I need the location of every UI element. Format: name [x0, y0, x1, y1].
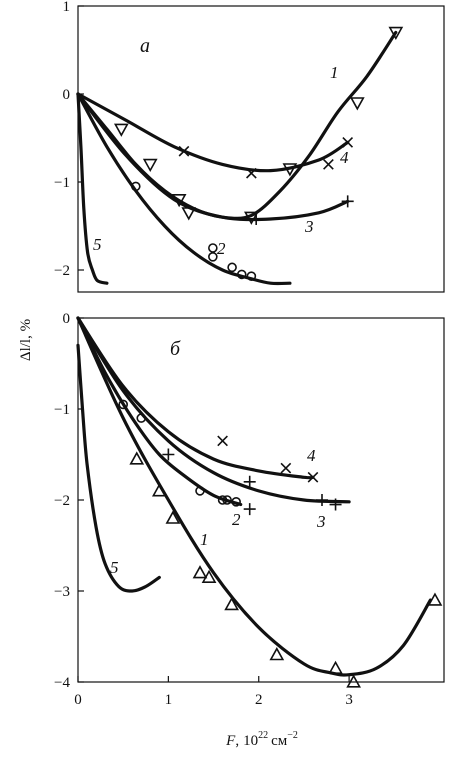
series-2-point: [246, 271, 257, 281]
y-tick-label: −2: [54, 263, 70, 279]
series-3-label: 3: [316, 512, 326, 531]
series-1-point: [388, 26, 404, 41]
x-tick-label: 3: [345, 692, 353, 708]
series-5-label: 5: [110, 558, 119, 577]
series-3-line: [76, 92, 350, 222]
series-3-point: [250, 212, 263, 225]
x-axis-label-var: F: [225, 733, 236, 749]
series-1-point: [427, 592, 443, 606]
series-4-point: [280, 462, 292, 474]
series-2-point: [208, 243, 218, 253]
series-4-point: [178, 145, 190, 157]
panel-bottom-series: 1 2 3 4 5: [76, 316, 443, 688]
y-tick-label: −3: [54, 584, 70, 600]
series-4-point: [246, 167, 257, 179]
series-2-label: 2: [232, 510, 241, 529]
series-1-point: [129, 451, 145, 465]
series-3-point: [243, 503, 256, 516]
series-3-label: 3: [304, 217, 314, 236]
panel-top-label: а: [140, 35, 150, 57]
panel-bottom-label: б: [170, 338, 181, 360]
y-tick-label: −1: [54, 175, 70, 191]
series-2-label: 2: [217, 239, 226, 258]
y-tick-label: −4: [54, 675, 70, 691]
x-tick-label: 2: [255, 692, 263, 708]
x-axis-label-base: 10: [243, 733, 258, 749]
x-tick-label: 0: [74, 692, 82, 708]
series-4-line: [76, 316, 315, 480]
series-1-point: [346, 674, 361, 688]
x-axis-label-unit-exp: −2: [287, 730, 298, 741]
series-1-point: [142, 158, 158, 173]
x-axis-label: F, 1022 см−2: [225, 730, 298, 749]
series-4-label: 4: [307, 446, 316, 465]
y-tick-label: 0: [63, 87, 71, 103]
series-1-line: [76, 316, 432, 677]
series-1-point: [113, 123, 129, 137]
x-axis-label-unit: см: [271, 733, 288, 749]
panel-top-frame: [77, 5, 445, 293]
series-2-point: [231, 497, 241, 507]
series-2-point: [222, 495, 232, 505]
series-4-line: [76, 92, 350, 173]
series-4-point: [307, 471, 319, 483]
series-2-point: [217, 495, 228, 505]
series-2-point: [208, 251, 218, 262]
series-4-point: [323, 159, 334, 170]
series-1-point: [192, 565, 208, 579]
panel-bottom-yaxis: 0 −1 −2 −3 −4: [54, 311, 84, 691]
series-4-point: [342, 137, 354, 148]
y-tick-label: −2: [54, 493, 70, 509]
series-4-point: [217, 435, 228, 447]
series-1-point: [349, 97, 365, 111]
series-3-point: [243, 475, 256, 488]
series-2-point: [227, 262, 237, 273]
series-5-label: 5: [93, 235, 102, 254]
series-1-point: [269, 647, 285, 661]
panel-top-series: 1 2 3 4 5: [76, 26, 404, 286]
series-3-line: [76, 316, 351, 504]
series-3-point: [316, 494, 328, 506]
series-3-point: [341, 195, 354, 208]
series-1-point: [151, 483, 167, 497]
series-2-line: [76, 92, 292, 286]
panel-top: 1 0 −1 −2 1 2 3 4 5 а: [54, 0, 445, 293]
y-tick-label: 1: [63, 0, 71, 15]
series-2-line: [76, 316, 243, 507]
series-1-label: 1: [200, 530, 209, 549]
series-1-label: 1: [330, 63, 339, 82]
x-axis-label-comma: ,: [235, 733, 239, 749]
series-1-line: [76, 30, 398, 220]
series-2-point: [118, 399, 128, 410]
series-1-point: [201, 569, 217, 583]
panel-bottom-frame: [77, 317, 445, 683]
series-5-line: [76, 92, 109, 285]
y-axis-label: Δl/l, %: [18, 319, 34, 361]
series-1-point: [224, 597, 239, 611]
series-2-point: [130, 181, 141, 192]
series-1-point: [165, 510, 181, 524]
panel-bottom-xaxis: 0 1 2 3: [74, 676, 353, 708]
series-3-point: [162, 448, 175, 461]
panel-bottom: 0 −1 −2 −3 −4 0 1 2 3 1 2 3 4 5 б: [54, 311, 445, 708]
series-5-line: [76, 343, 161, 593]
series-1-point: [328, 660, 343, 674]
series-2-point: [195, 486, 205, 496]
x-tick-label: 1: [165, 692, 173, 708]
x-axis-label-exp: 22: [258, 730, 268, 741]
series-2-point: [236, 269, 247, 280]
y-tick-label: 0: [63, 311, 71, 327]
panel-top-yaxis: 1 0 −1 −2: [54, 0, 84, 279]
series-4-label: 4: [340, 148, 349, 167]
y-tick-label: −1: [54, 402, 70, 418]
series-3-point: [329, 498, 342, 511]
